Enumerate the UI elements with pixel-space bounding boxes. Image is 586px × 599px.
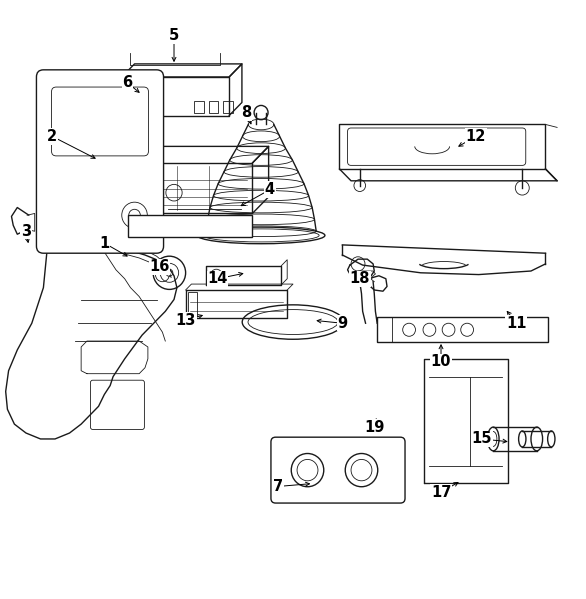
Text: 2: 2 [47,129,57,144]
FancyBboxPatch shape [271,437,405,503]
Text: 16: 16 [149,259,170,274]
Text: 3: 3 [21,224,31,239]
Text: 12: 12 [466,129,486,144]
Bar [195,101,203,113]
Text: 9: 9 [338,316,347,331]
Text: 4: 4 [265,182,275,197]
Text: 6: 6 [122,75,132,90]
Text: 8: 8 [241,105,252,120]
Bar [209,101,218,113]
FancyBboxPatch shape [52,87,148,156]
Text: 13: 13 [175,313,196,328]
Text: 10: 10 [431,355,451,370]
Text: 7: 7 [274,479,284,494]
Text: 11: 11 [506,316,527,331]
Bar [377,317,548,342]
FancyBboxPatch shape [36,70,163,253]
Text: 15: 15 [471,431,492,446]
Text: 19: 19 [364,419,384,435]
Text: 5: 5 [169,28,179,43]
Text: 14: 14 [207,271,228,286]
Text: 17: 17 [431,485,451,500]
Text: 1: 1 [99,235,110,250]
Text: 18: 18 [349,271,370,286]
Bar [128,214,253,237]
Bar [377,317,391,342]
Bar [188,292,197,316]
Bar [223,101,233,113]
